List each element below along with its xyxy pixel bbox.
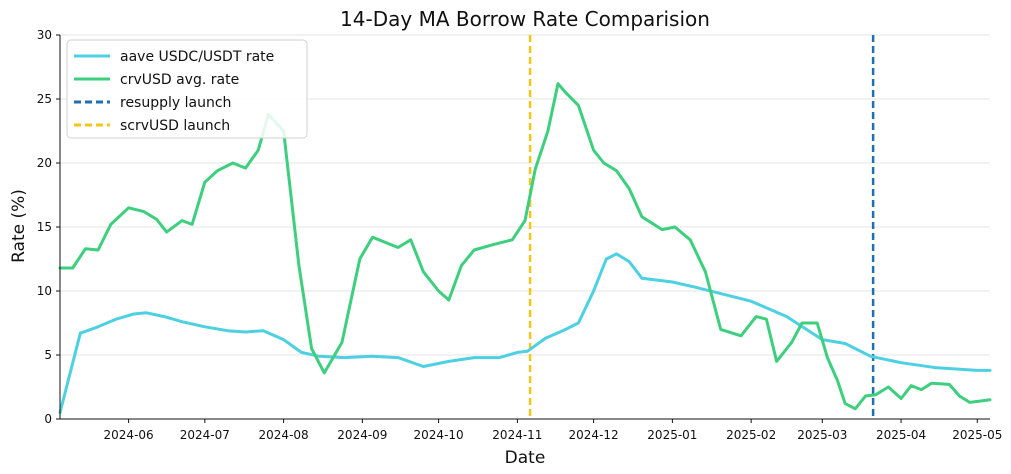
legend-label: aave USDC/USDT rate xyxy=(120,49,274,65)
y-tick-label: 25 xyxy=(37,92,52,106)
y-tick-label: 15 xyxy=(37,220,52,234)
x-tick-label: 2025-01 xyxy=(647,428,697,442)
series-lines xyxy=(58,82,992,415)
x-tick-label: 2025-05 xyxy=(952,428,1002,442)
legend-label: resupply launch xyxy=(120,95,231,111)
series-line xyxy=(58,82,992,411)
y-tick-label: 30 xyxy=(37,28,52,42)
legend-box xyxy=(66,39,308,139)
x-tick-label: 2024-11 xyxy=(492,428,542,442)
x-tick-label: 2025-02 xyxy=(726,428,776,442)
y-tick-label: 0 xyxy=(44,412,52,426)
y-axis-label: Rate (%) xyxy=(9,189,29,263)
x-tick-label: 2025-03 xyxy=(797,428,847,442)
x-tick-labels: 2024-06 2024-07 2024-08 2024-09 2024-10 2024-… xyxy=(104,419,1002,442)
y-tick-label: 5 xyxy=(44,348,52,362)
y-tick-label: 10 xyxy=(37,284,52,298)
x-tick-label: 2025-04 xyxy=(876,428,926,442)
x-tick-label: 2024-09 xyxy=(337,428,387,442)
y-tick-labels: 0 5 10 15 20 25 30 xyxy=(37,28,60,426)
x-tick-label: 2024-08 xyxy=(259,428,309,442)
x-tick-label: 2024-10 xyxy=(414,428,464,442)
legend: aave USDC/USDT rate crvUSD avg. rate resup… xyxy=(66,39,308,139)
x-tick-label: 2024-12 xyxy=(569,428,619,442)
legend-label: scrvUSD launch xyxy=(120,118,230,134)
x-axis-label: Date xyxy=(505,448,546,468)
x-tick-label: 2024-07 xyxy=(180,428,230,442)
series-line xyxy=(58,252,992,415)
legend-label: crvUSD avg. rate xyxy=(120,72,239,88)
event-lines xyxy=(528,35,875,419)
y-tick-label: 20 xyxy=(37,156,52,170)
x-tick-label: 2024-06 xyxy=(104,428,154,442)
chart-title: 14-Day MA Borrow Rate Comparision xyxy=(340,7,710,31)
